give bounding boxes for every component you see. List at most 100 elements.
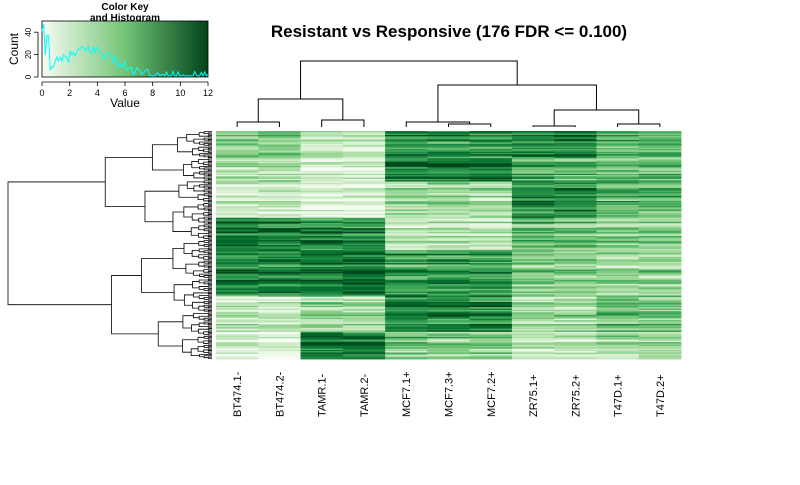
heatmap-cell xyxy=(216,251,259,254)
heatmap-cell xyxy=(469,295,513,298)
heatmap-cell xyxy=(469,212,513,215)
heatmap-cell xyxy=(596,202,640,204)
heatmap-cell xyxy=(342,177,386,180)
heatmap-cell xyxy=(469,269,513,272)
heatmap-cell xyxy=(300,165,344,168)
heatmap-cell xyxy=(638,193,682,195)
heatmap-cell xyxy=(216,246,259,248)
heatmap-cell xyxy=(342,189,386,191)
heatmap-cell xyxy=(469,279,513,282)
dendrogram-link xyxy=(190,348,200,356)
heatmap-cell xyxy=(469,348,513,351)
heatmap-cell xyxy=(300,325,344,328)
heatmap-cell xyxy=(427,339,471,342)
heatmap-cell xyxy=(638,195,682,198)
heatmap-cell xyxy=(300,257,344,260)
heatmap-cell xyxy=(385,263,428,265)
heatmap-cell xyxy=(385,206,428,208)
heatmap-cell xyxy=(427,237,471,239)
heatmap-cell xyxy=(469,226,513,229)
heatmap-cell xyxy=(385,237,428,239)
heatmap-cell xyxy=(596,334,640,337)
heatmap-cell xyxy=(385,257,428,260)
heatmap-cell xyxy=(554,206,597,208)
heatmap-cell xyxy=(427,346,471,348)
heatmap-cell xyxy=(258,182,301,185)
heatmap-cell xyxy=(427,242,471,245)
heatmap-cell xyxy=(511,308,555,311)
heatmap-cell xyxy=(300,318,344,321)
heatmap-cell xyxy=(342,313,386,316)
dendrogram-link xyxy=(193,172,205,179)
heatmap-cell xyxy=(342,222,386,225)
heatmap-cell xyxy=(342,208,386,211)
heatmap-cell xyxy=(638,173,682,176)
heatmap-cell xyxy=(469,233,513,236)
dendrogram-link xyxy=(207,289,212,292)
heatmap-cell xyxy=(511,340,555,343)
heatmap-cell xyxy=(385,305,428,308)
heatmap-cell xyxy=(385,226,428,229)
heatmap-cell xyxy=(554,313,597,316)
heatmap-cell xyxy=(342,286,386,289)
heatmap-cell xyxy=(638,180,682,182)
column-label: ZR75.2+ xyxy=(570,375,582,418)
heatmap-cell xyxy=(216,242,259,245)
heatmap-cell xyxy=(596,160,640,163)
heatmap-cell xyxy=(596,342,640,344)
heatmap-cell xyxy=(596,200,640,203)
heatmap-cell xyxy=(258,292,301,295)
heatmap-cell xyxy=(469,282,513,285)
heatmap-cell xyxy=(427,219,471,221)
dendrogram-link xyxy=(193,138,205,144)
heatmap-cell xyxy=(469,137,513,140)
dendrogram-link xyxy=(203,344,212,348)
heatmap-cell xyxy=(300,200,344,203)
dendrogram-link xyxy=(203,240,212,243)
heatmap-cell xyxy=(469,199,513,202)
heatmap-cell xyxy=(554,304,597,307)
heatmap-cell xyxy=(596,203,640,206)
dendrogram-link xyxy=(207,225,212,228)
heatmap-cell xyxy=(469,342,513,344)
heatmap-cell xyxy=(469,239,513,242)
heatmap-cell xyxy=(554,193,597,195)
heatmap-cell xyxy=(385,189,428,191)
heatmap-cell xyxy=(216,330,259,333)
heatmap-cell xyxy=(427,279,471,282)
heatmap-cell xyxy=(427,286,471,289)
dendrogram-link xyxy=(207,282,212,285)
heatmap-cell xyxy=(638,248,682,251)
heatmap-cell xyxy=(638,316,682,318)
heatmap-cell xyxy=(427,222,471,225)
dendrogram-link xyxy=(203,260,212,264)
heatmap-cell xyxy=(469,251,513,254)
dendrogram-link xyxy=(203,207,212,211)
heatmap-cell xyxy=(216,165,259,168)
heatmap-cell xyxy=(342,324,386,326)
heatmap-cell xyxy=(469,131,513,133)
heatmap-cell xyxy=(638,219,682,221)
heatmap-cell xyxy=(596,237,640,239)
heatmap-cell xyxy=(554,229,597,232)
heatmap-cell xyxy=(469,298,513,300)
dendrogram-link xyxy=(321,119,365,127)
heatmap-cell xyxy=(216,331,259,334)
heatmap-cell xyxy=(638,186,682,189)
dendrogram-link xyxy=(183,164,194,176)
heatmap-cell xyxy=(385,245,428,247)
heatmap-cell xyxy=(342,309,386,312)
dendrogram-link xyxy=(203,176,212,180)
heatmap-cell xyxy=(469,325,513,328)
dendrogram-link xyxy=(198,217,205,223)
heatmap-cell xyxy=(342,294,386,296)
heatmap-cell xyxy=(638,217,682,220)
dendrogram-link xyxy=(207,229,212,232)
heatmap-cell xyxy=(638,277,682,280)
heatmap-cell xyxy=(258,277,301,280)
heatmap-cell xyxy=(216,248,259,251)
heatmap-cell xyxy=(596,180,640,182)
heatmap-cell xyxy=(258,176,301,179)
heatmap-cell xyxy=(511,219,555,221)
